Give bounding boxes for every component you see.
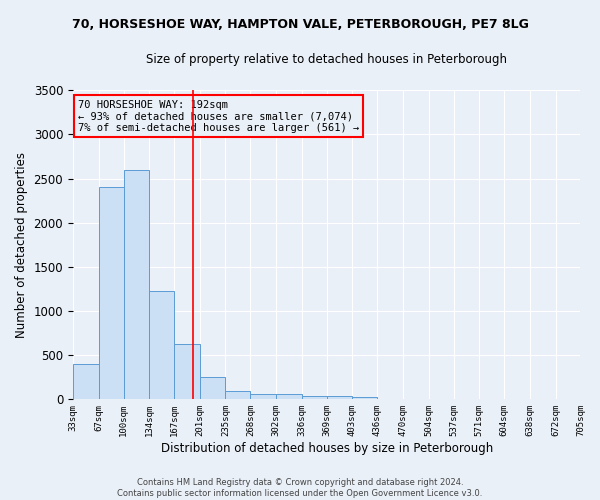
Bar — [250, 394, 276, 400]
Bar — [98, 188, 124, 400]
Y-axis label: Number of detached properties: Number of detached properties — [15, 152, 28, 338]
X-axis label: Distribution of detached houses by size in Peterborough: Distribution of detached houses by size … — [161, 442, 493, 455]
Bar — [200, 378, 226, 400]
Bar — [327, 396, 352, 400]
Bar — [226, 390, 250, 400]
Bar — [352, 396, 377, 400]
Text: 70, HORSESHOE WAY, HAMPTON VALE, PETERBOROUGH, PE7 8LG: 70, HORSESHOE WAY, HAMPTON VALE, PETERBO… — [71, 18, 529, 30]
Title: Size of property relative to detached houses in Peterborough: Size of property relative to detached ho… — [146, 52, 507, 66]
Bar — [73, 364, 98, 400]
Bar — [174, 344, 200, 400]
Text: 70 HORSESHOE WAY: 192sqm
← 93% of detached houses are smaller (7,074)
7% of semi: 70 HORSESHOE WAY: 192sqm ← 93% of detach… — [78, 100, 359, 132]
Bar — [276, 394, 302, 400]
Bar — [124, 170, 149, 400]
Bar — [302, 396, 327, 400]
Bar — [149, 290, 174, 400]
Text: Contains HM Land Registry data © Crown copyright and database right 2024.
Contai: Contains HM Land Registry data © Crown c… — [118, 478, 482, 498]
